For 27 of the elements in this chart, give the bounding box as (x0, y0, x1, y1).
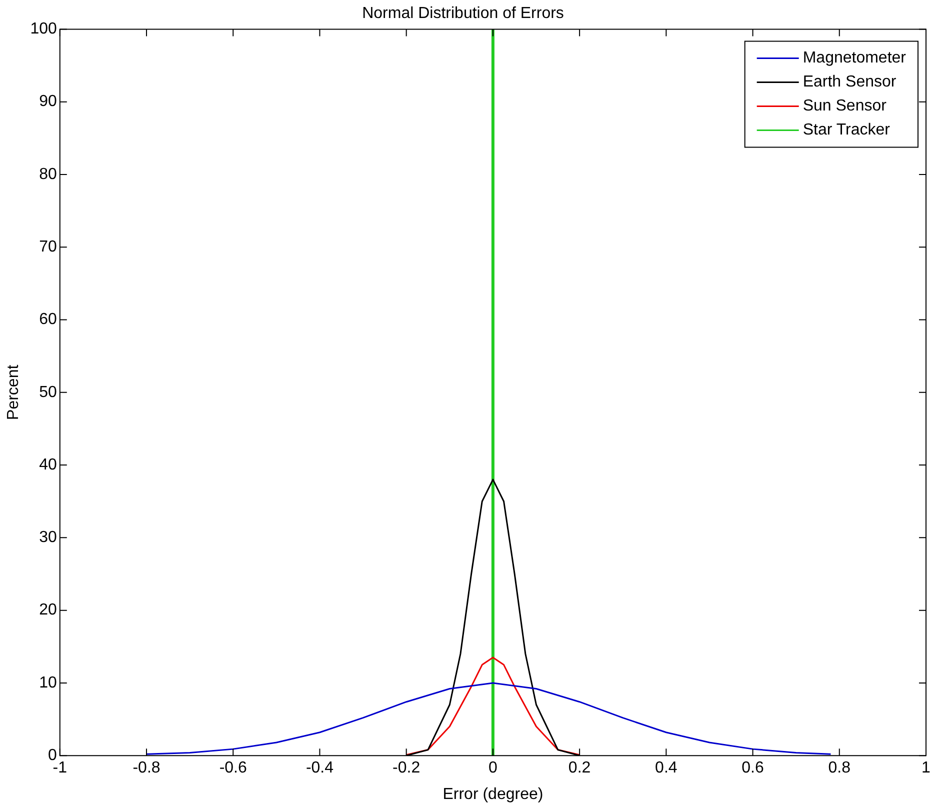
legend-label: Sun Sensor (802, 98, 888, 115)
chart-title: Normal Distribution of Errors (362, 5, 564, 22)
x-tick-label: 1 (922, 760, 931, 777)
y-tick-label: 100 (30, 20, 57, 38)
y-tick-label: 20 (39, 602, 57, 619)
x-tick-label: -0.4 (306, 760, 334, 777)
legend-label: Star Tracker (802, 122, 891, 139)
y-tick-label: 40 (39, 456, 57, 474)
legend-label: Earth Sensor (802, 74, 897, 91)
x-tick-label: -0.6 (219, 760, 247, 777)
y-axis-title: Percent (5, 364, 22, 420)
x-axis-title: Error (degree) (442, 786, 544, 803)
x-tick-label: 0.2 (568, 760, 591, 777)
x-tick-label: 0 (488, 760, 498, 777)
y-tick-label: 50 (39, 384, 57, 401)
x-tick-label: 0.8 (828, 760, 851, 777)
y-tick-label: 70 (39, 238, 57, 256)
y-tick-label: 80 (39, 166, 57, 183)
x-tick-label: -0.2 (392, 760, 420, 777)
x-tick-label: -0.8 (132, 760, 160, 777)
y-tick-label: 90 (39, 93, 57, 110)
y-tick-label: 10 (39, 674, 57, 692)
y-tick-label: 60 (39, 311, 57, 328)
y-tick-label: 30 (39, 529, 57, 546)
x-tick-label: 0.4 (655, 760, 678, 777)
x-tick-label: 0.6 (742, 760, 764, 777)
legend-label: Magnetometer (802, 50, 907, 67)
